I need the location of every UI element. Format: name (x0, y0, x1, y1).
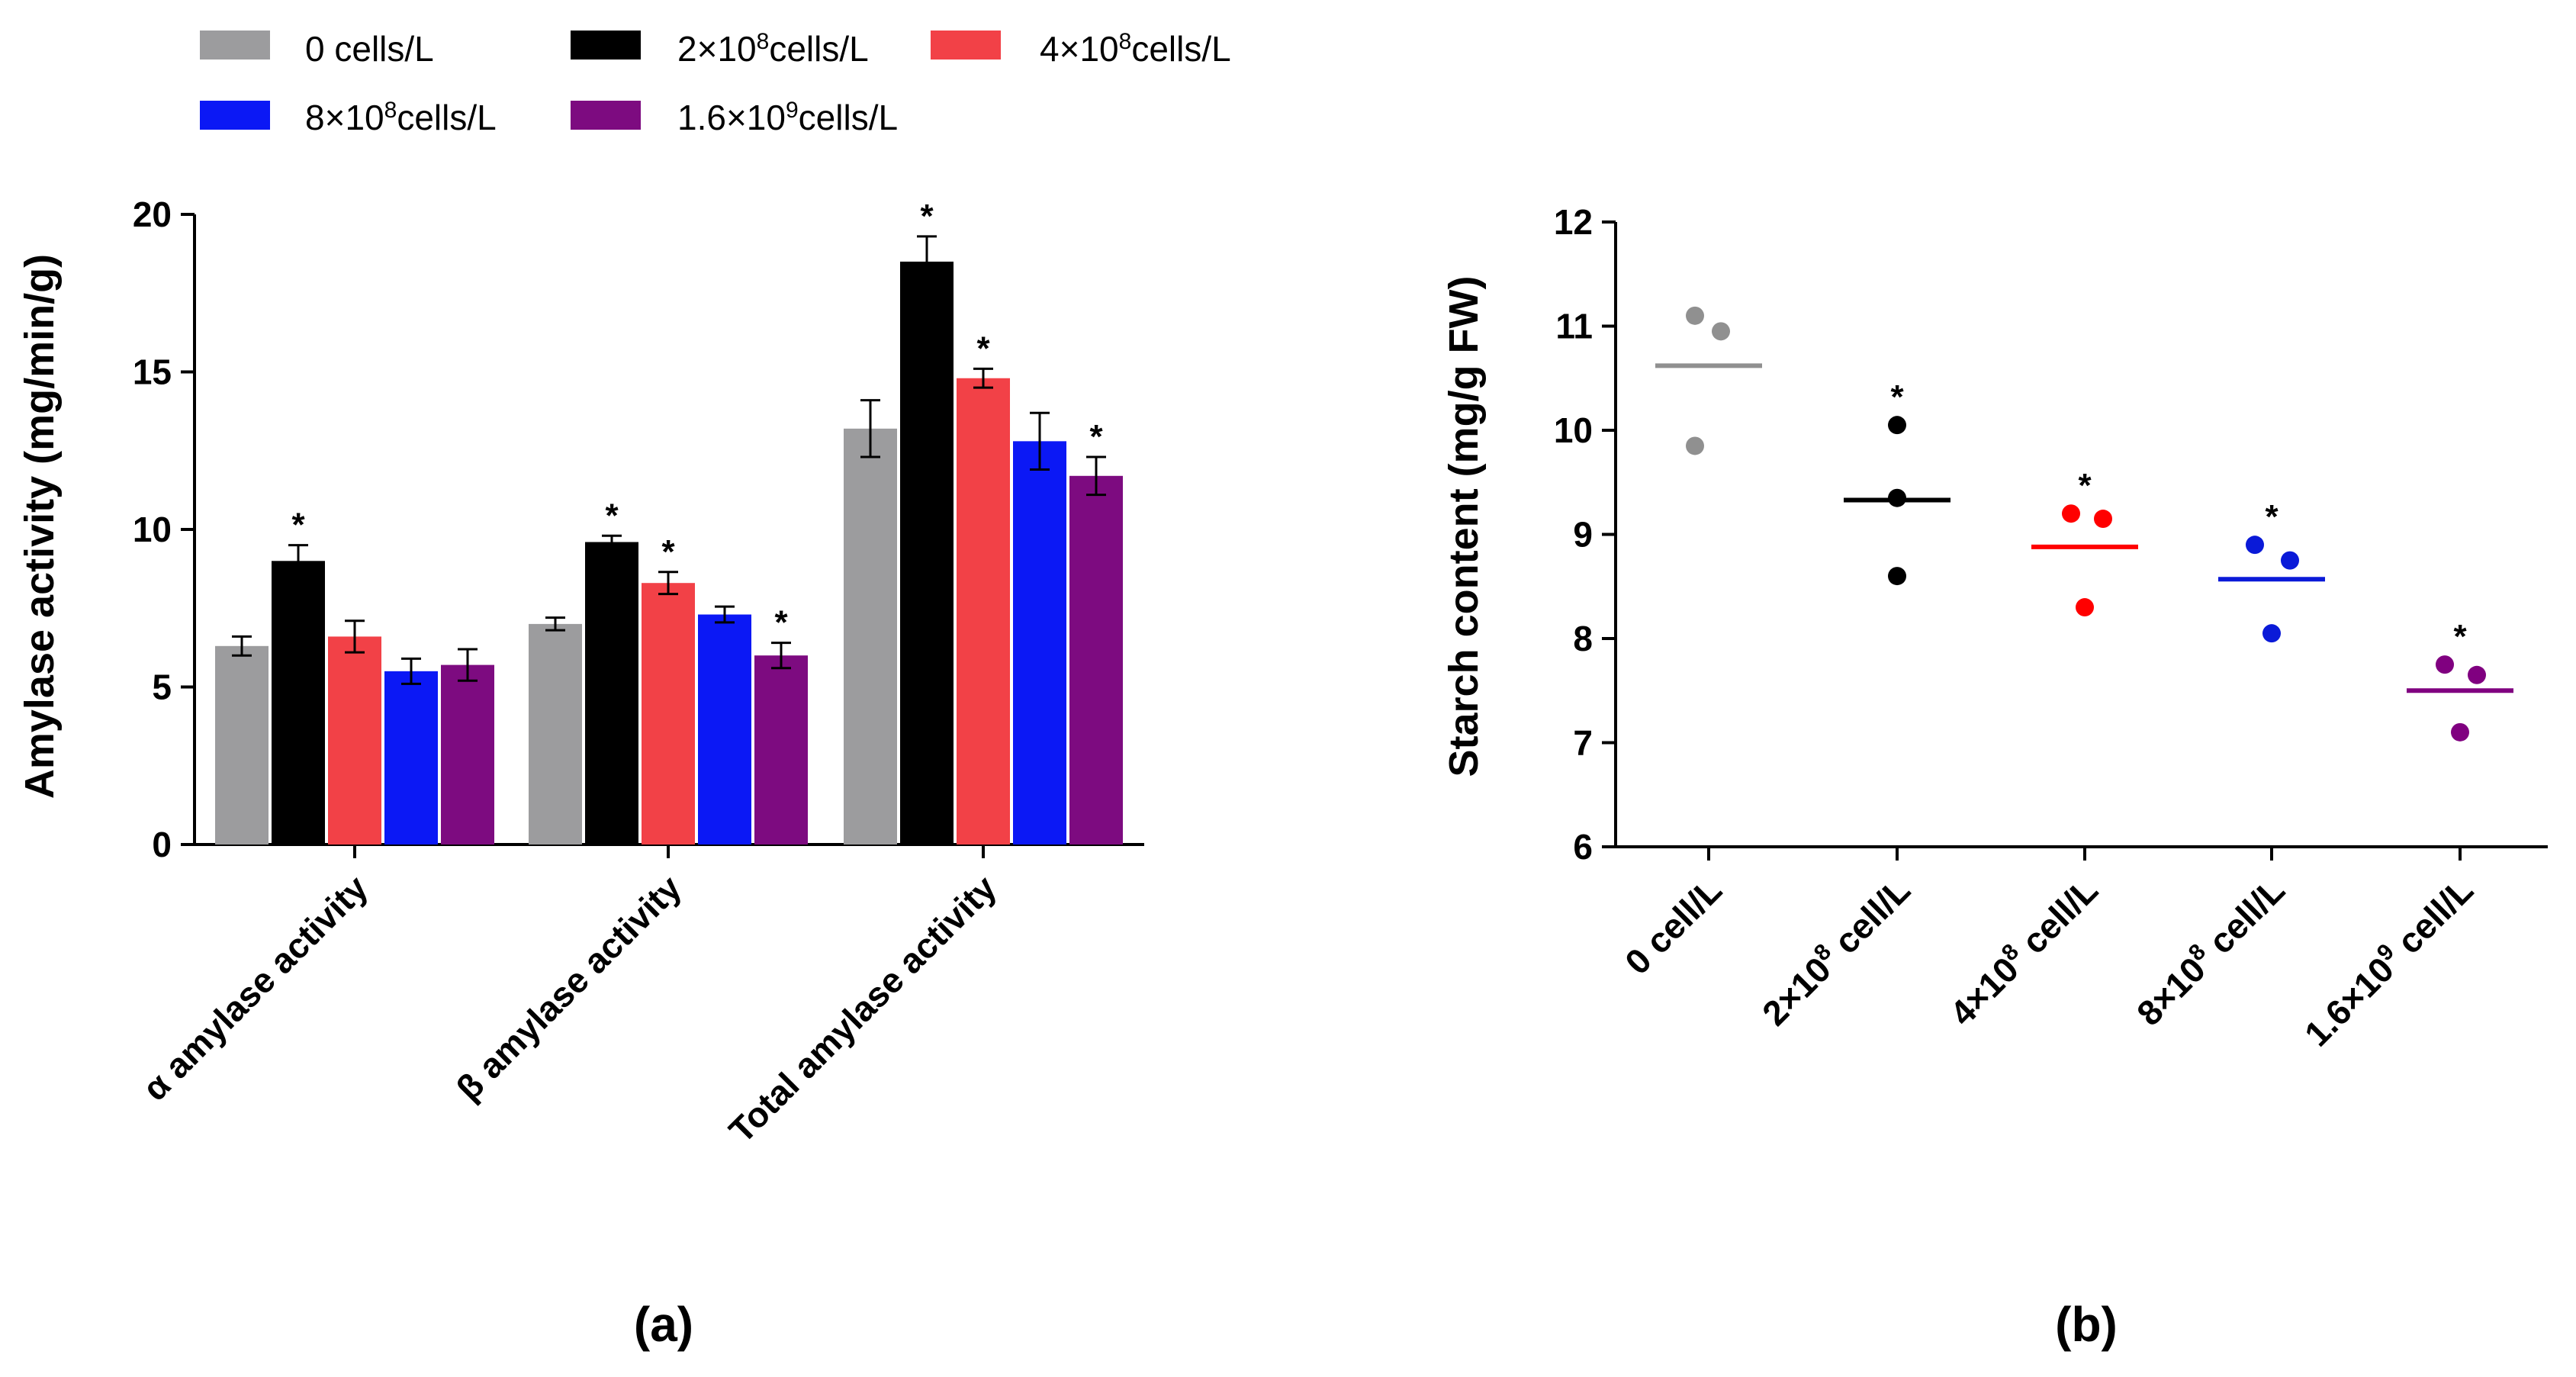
legend-label: 1.6×109cells/L (677, 98, 898, 137)
panel-b-data-point (2076, 598, 2094, 617)
panel-a-bar (1069, 475, 1123, 845)
panel-a-bar (328, 636, 381, 845)
panel-b-data-point (1888, 416, 1906, 435)
panel-b-data-point (1686, 436, 1704, 455)
panel-b-y-tick-label: 11 (1555, 307, 1593, 346)
panel-b-y-tick-label: 12 (1554, 202, 1593, 242)
panel-a-bar (698, 614, 751, 845)
panel-b-y-tick-label: 9 (1573, 515, 1593, 555)
panel-a-bar (441, 664, 494, 845)
panel-b-y-tick-label: 8 (1573, 619, 1593, 658)
panel-b-significance-star: * (2453, 618, 2467, 655)
legend-swatch (931, 31, 1001, 60)
panel-a-significance-star: * (661, 533, 675, 571)
panel-a-bar (585, 542, 638, 845)
panel-b-category-label: 0 cell/L (1617, 870, 1729, 982)
panel-a-category-label: α amylase activity (135, 867, 376, 1108)
panel-a-significance-star: * (774, 604, 788, 642)
panel-b-data-point (2262, 624, 2281, 643)
panel-a-bar (529, 623, 582, 845)
panel-b-data-point (2062, 504, 2080, 523)
panel-b-label: (b) (2055, 1297, 2118, 1352)
panel-a-y-axis-title: Amylase activity (mg/min/g) (17, 254, 63, 799)
panel-b-data-point (2281, 551, 2299, 570)
legend-label: 8×108cells/L (305, 98, 497, 137)
panel-b-y-axis-title: Starch content (mg/g FW) (1441, 276, 1487, 777)
legend-swatch (571, 101, 641, 130)
panel-a-y-tick-label: 20 (133, 195, 172, 234)
panel-a-y-tick-label: 0 (152, 825, 172, 864)
panel-b-data-point (1712, 322, 1730, 341)
panel-a-bar (272, 561, 325, 845)
panel-a-significance-star: * (291, 507, 305, 544)
panel-a-significance-star: * (976, 330, 990, 367)
panel-b-significance-star: * (2078, 467, 2092, 504)
panel-b-data-point (1686, 306, 1704, 325)
panel-b-data-point (2094, 510, 2112, 529)
panel-a-significance-star: * (920, 198, 934, 235)
panel-b-category-label: 8×108 cell/L (2128, 869, 2292, 1033)
panel-a-y-tick-label: 15 (133, 352, 172, 392)
panel-a-category-label: Total amylase activity (721, 867, 1004, 1150)
panel-a-bar-chart: Amylase activity (mg/min/g) (a) 0 5 10 15 20… (17, 195, 1144, 1352)
panel-a-label: (a) (634, 1297, 693, 1352)
panel-b-data-point (1888, 567, 1906, 586)
legend-label: 0 cells/L (305, 29, 434, 69)
panel-a-y-tick-label: 5 (152, 668, 172, 707)
panel-b-scatter-chart: Starch content (mg/g FW) (b) 6 7 8 9 10 11 12 0… (1441, 202, 2548, 1352)
panel-b-category-label: 1.6×109 cell/L (2295, 869, 2481, 1054)
panel-b-data-point (2468, 665, 2486, 684)
panel-a-y-tick-label: 10 (133, 510, 172, 549)
panel-a-bar (215, 645, 269, 845)
panel-a-category-label: β amylase activity (449, 867, 689, 1108)
legend-swatch (200, 31, 270, 60)
legend-swatch (571, 31, 641, 60)
panel-a-significance-star: * (605, 497, 619, 534)
panel-b-data-point (2246, 536, 2264, 555)
panel-a-bar (957, 378, 1010, 845)
panel-b-data-point (2436, 655, 2454, 674)
panel-a-bar (1013, 441, 1066, 845)
panel-a-bar (754, 655, 808, 845)
panel-b-significance-star: * (1890, 378, 1904, 416)
panel-a-bar (642, 583, 695, 845)
panel-b-category-label: 2×108 cell/L (1754, 869, 1918, 1033)
panel-b-significance-star: * (2265, 498, 2279, 536)
panel-a-bar (900, 261, 954, 845)
legend-label: 4×108cells/L (1040, 29, 1231, 69)
panel-a-bar (384, 671, 438, 845)
panel-b-category-label: 4×108 cell/L (1941, 869, 2105, 1033)
panel-a-bar (844, 428, 897, 845)
legend-label: 2×108cells/L (677, 29, 869, 69)
panel-b-data-point (2451, 722, 2469, 742)
panel-b-y-tick-label: 7 (1573, 723, 1593, 763)
panel-b-y-tick-label: 6 (1573, 827, 1593, 867)
legend-swatch (200, 101, 270, 130)
legend: 0 cells/L 2×108cells/L 4×108cells/L 8×108ce… (200, 29, 1231, 137)
panel-b-data-point (1888, 488, 1906, 507)
panel-b-y-tick-label: 10 (1554, 410, 1593, 450)
panel-a-significance-star: * (1089, 418, 1103, 455)
